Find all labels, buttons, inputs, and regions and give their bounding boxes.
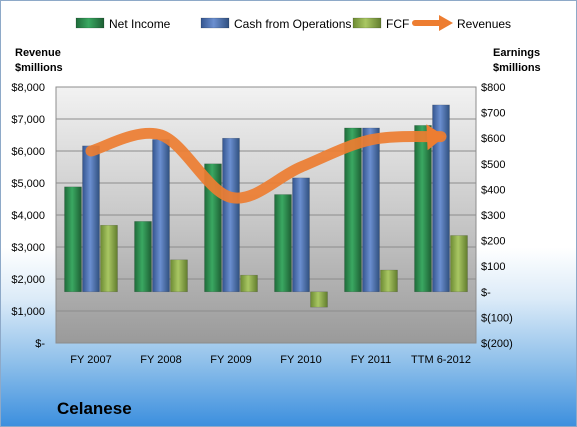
revenue-line-path: [85, 127, 447, 204]
bar-fcf: [170, 259, 188, 293]
bar-fcf: [310, 291, 328, 308]
left-tick-label: $3,000: [11, 242, 45, 254]
bar-net-income: [344, 127, 362, 293]
category-label: TTM 6-2012: [411, 354, 471, 366]
bar-fcf: [450, 235, 468, 293]
left-tick-label: $8,000: [11, 82, 45, 94]
category-label: FY 2009: [210, 354, 251, 366]
revenue-line-arrowhead: [426, 124, 445, 151]
bar-cash-from-operations: [82, 145, 100, 293]
right-tick-label: $700: [481, 108, 505, 120]
category-label: FY 2011: [351, 354, 392, 366]
legend-swatch: [200, 17, 230, 29]
right-axis-ticks: $(200) $(100) $- $100 $200 $300 $400 $500 $600 $7…: [481, 82, 513, 350]
right-tick-label: $800: [481, 82, 505, 94]
bar-cash-from-operations: [362, 127, 380, 293]
legend-swatch: [75, 17, 105, 29]
legend-swatch: [352, 17, 382, 29]
left-tick-label: $4,000: [11, 210, 45, 222]
bar-cash-from-operations: [222, 137, 240, 293]
left-tick-label: $7,000: [11, 114, 45, 126]
right-tick-label: $100: [481, 261, 505, 273]
right-axis-title-line2: $millions: [493, 62, 541, 74]
left-tick-label: $1,000: [11, 306, 45, 318]
right-tick-label: $300: [481, 210, 505, 222]
bar-net-income: [274, 194, 292, 293]
right-tick-label: $(200): [481, 338, 513, 350]
left-axis-ticks: $- $1,000 $2,000 $3,000 $4,000 $5,000 $6,000 $7…: [11, 82, 45, 350]
bar-fcf: [240, 274, 258, 293]
bar-cash-from-operations: [152, 139, 170, 293]
right-tick-label: $600: [481, 133, 505, 145]
legend-label: Cash from Operations: [234, 17, 351, 31]
right-tick-label: $200: [481, 236, 505, 248]
revenue-line: [85, 124, 447, 204]
company-name: Celanese: [57, 399, 132, 418]
bar-cash-from-operations: [292, 177, 310, 293]
legend: Net Income Cash from Operations FCF Revenue…: [75, 15, 511, 31]
category-label: FY 2008: [140, 354, 181, 366]
bar-net-income: [414, 125, 432, 293]
category-label: FY 2007: [70, 354, 111, 366]
legend-label: Net Income: [109, 17, 171, 31]
right-axis-title-line1: Earnings: [493, 47, 540, 59]
category-labels: FY 2007 FY 2008 FY 2009 FY 2010 FY 2011 TTM 6…: [70, 354, 471, 366]
right-tick-label: $(100): [481, 312, 513, 324]
bars: [64, 104, 468, 308]
left-tick-label: $2,000: [11, 274, 45, 286]
left-axis-title-line2: $millions: [15, 62, 63, 74]
left-axis-title-line1: Revenue: [15, 47, 61, 59]
legend-arrowhead: [439, 15, 453, 31]
left-tick-label: $5,000: [11, 178, 45, 190]
legend-label: Revenues: [457, 17, 511, 31]
bar-net-income: [64, 186, 82, 293]
left-tick-label: $6,000: [11, 146, 45, 158]
right-tick-label: $400: [481, 184, 505, 196]
bar-fcf: [380, 269, 398, 293]
bar-net-income: [134, 221, 152, 293]
right-tick-label: $500: [481, 159, 505, 171]
left-tick-label: $-: [35, 338, 45, 350]
category-label: FY 2010: [280, 354, 321, 366]
bar-fcf: [100, 224, 118, 293]
bar-cash-from-operations: [432, 104, 450, 293]
right-tick-label: $-: [481, 287, 491, 299]
legend-label: FCF: [386, 17, 409, 31]
